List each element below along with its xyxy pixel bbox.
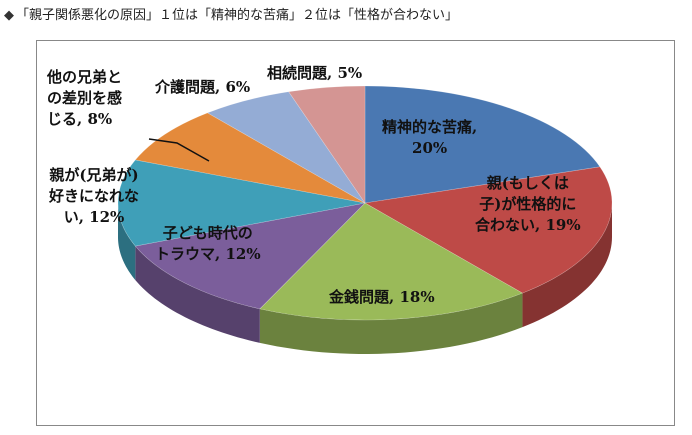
pie-side-4 — [118, 203, 136, 281]
pie-side-2 — [259, 293, 523, 354]
leader-line — [148, 138, 210, 162]
data-label-3: 子ども時代の トラウマ, 12% — [155, 224, 261, 263]
pie-slice-4 — [117, 159, 366, 247]
data-label-2: 金銭問題, 18% — [329, 288, 435, 306]
pie-slice-6 — [206, 91, 366, 204]
pie-side-3 — [135, 246, 260, 343]
data-label-6: 介護問題, 6% — [155, 78, 251, 96]
data-label-7: 相続問題, 5% — [267, 64, 363, 82]
pie-side-1 — [522, 203, 612, 328]
data-label-5: 他の兄弟と の差別を感 じる, 8% — [47, 68, 123, 128]
pie-slice-1 — [364, 166, 613, 294]
data-label-1: 親(もしくは 子)が性格的に 合わない, 19% — [475, 174, 581, 234]
pie-slice-5 — [134, 112, 366, 204]
data-label-4: 親が(兄弟が) 好きになれな い, 12% — [49, 166, 140, 226]
pie-chart — [117, 85, 613, 354]
page-title: ◆ 「親子関係悪化の原因」１位は「精神的な苦痛」２位は「性格が合わない」 — [4, 4, 458, 23]
pie-slice-3 — [134, 202, 366, 310]
data-label-0: 精神的な苦痛, 20% — [382, 118, 478, 157]
diamond-bullet-icon: ◆ — [4, 8, 14, 23]
pie-slice-2 — [259, 202, 524, 321]
chart-frame: 精神的な苦痛, 20% 親(もしくは 子)が性格的に 合わない, 19% 金銭問… — [36, 40, 675, 426]
pie-slice-7 — [288, 85, 366, 204]
title-text: 「親子関係悪化の原因」１位は「精神的な苦痛」２位は「性格が合わない」 — [16, 8, 459, 23]
pie-slice-0 — [364, 85, 601, 204]
